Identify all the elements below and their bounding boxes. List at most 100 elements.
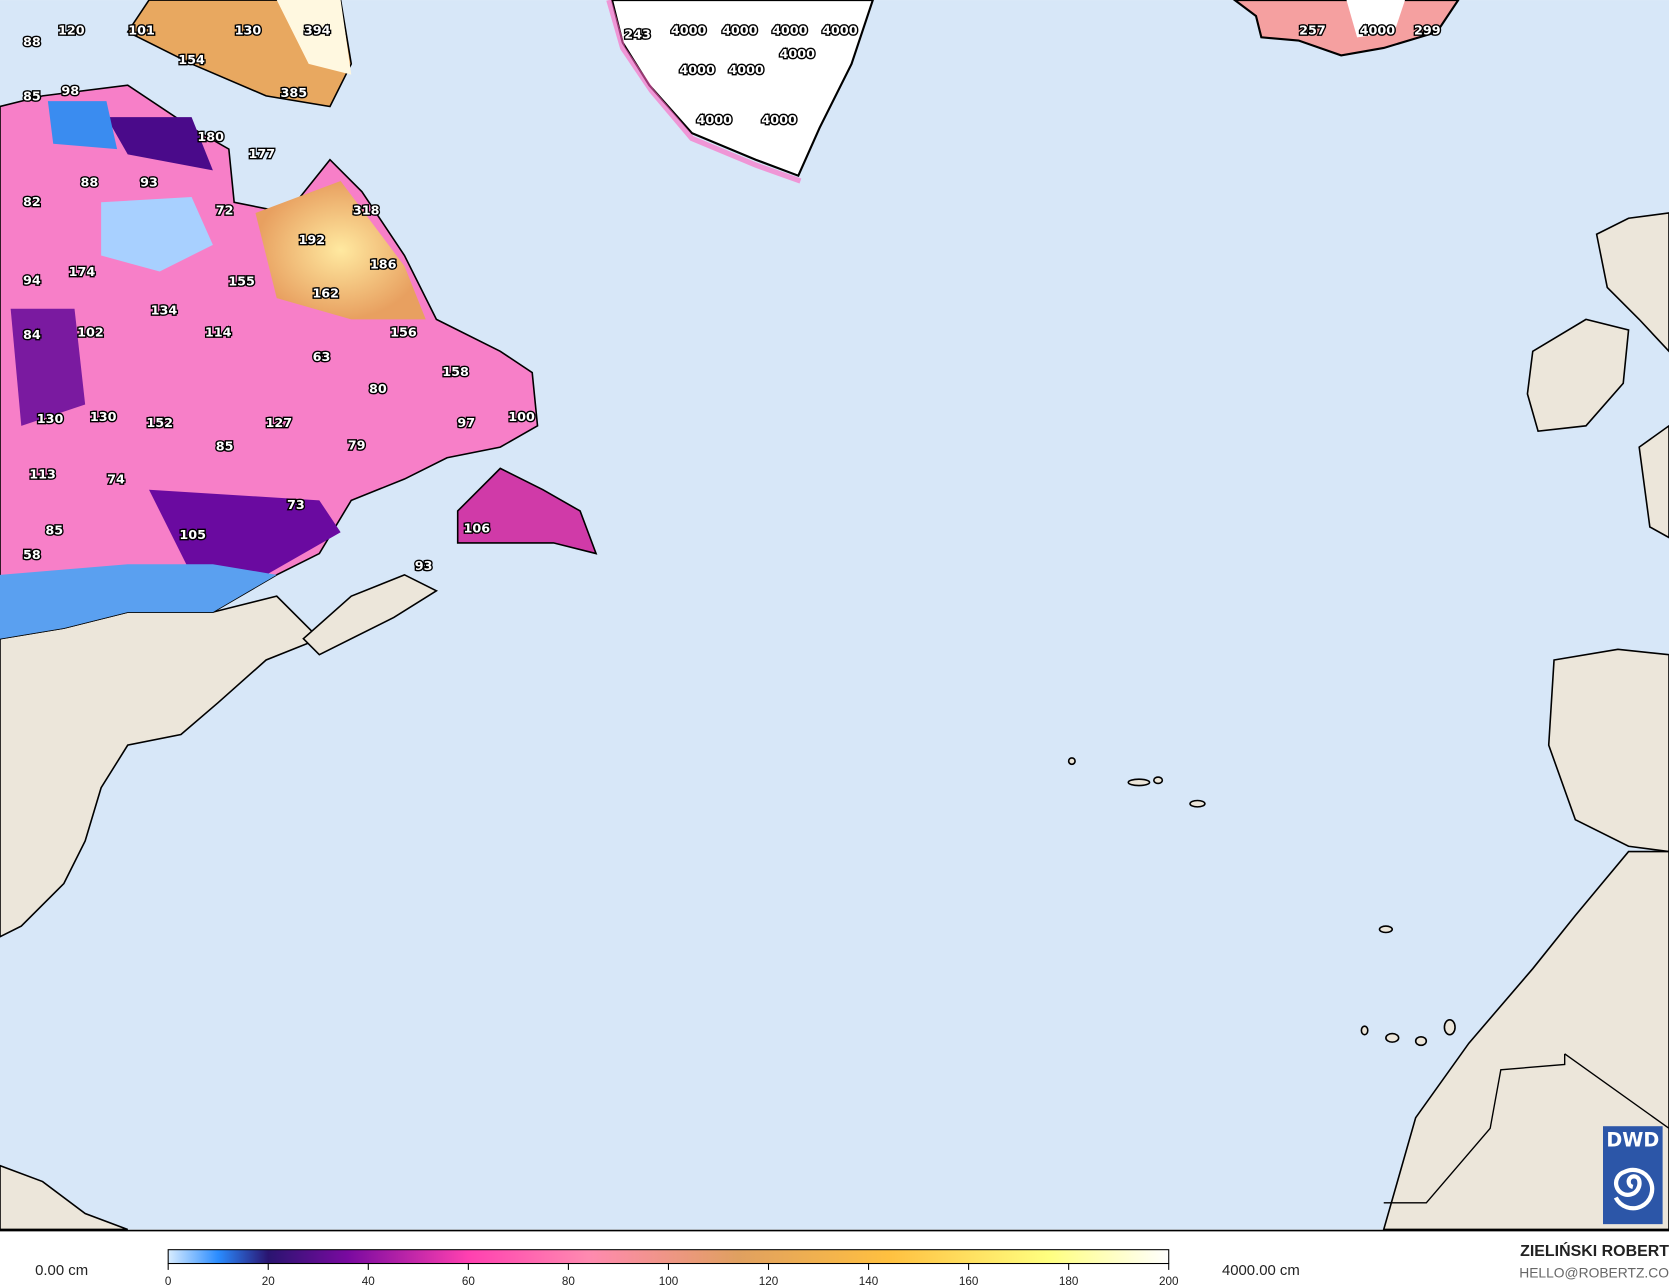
snow-depth-label: 85 bbox=[216, 440, 234, 455]
snow-depth-label: 88 bbox=[81, 176, 99, 191]
snow-depth-label: 4000 bbox=[671, 23, 707, 38]
snow-depth-label: 58 bbox=[23, 548, 41, 563]
border-africa bbox=[1383, 1053, 1669, 1204]
snow-depth-label: 174 bbox=[69, 265, 96, 280]
snow-depth-label: 94 bbox=[23, 274, 41, 289]
snow-depth-label: 100 bbox=[508, 410, 535, 425]
snow-depth-label: 85 bbox=[23, 89, 41, 104]
legend-tick-label: 80 bbox=[562, 1275, 576, 1287]
snow-depth-label: 93 bbox=[140, 176, 158, 191]
snow-depth-label: 106 bbox=[464, 522, 491, 537]
snow-depth-label: 4000 bbox=[779, 47, 815, 62]
snow-depth-label: 385 bbox=[280, 86, 307, 101]
legend-tick-label: 60 bbox=[462, 1275, 476, 1287]
snow-depth-label: 394 bbox=[304, 23, 331, 38]
snow-depth-label: 257 bbox=[1299, 23, 1326, 38]
snow-depth-label: 158 bbox=[442, 365, 469, 380]
snow-depth-label: 114 bbox=[205, 326, 232, 341]
credit-name: ZIELIŃSKI ROBERT bbox=[1520, 1241, 1669, 1260]
credit-email: HELLO@ROBERTZ.CO bbox=[1519, 1264, 1669, 1280]
snow-depth-label: 74 bbox=[107, 473, 125, 488]
legend-tick-label: 20 bbox=[262, 1275, 276, 1287]
snow-depth-label: 186 bbox=[370, 258, 397, 273]
snow-depth-label: 97 bbox=[457, 416, 475, 431]
legend-tick-label: 200 bbox=[1159, 1275, 1179, 1287]
snow-purple-south bbox=[149, 489, 341, 575]
snow-depth-label: 155 bbox=[228, 275, 255, 290]
legend-ticks: 0 20 40 60 80 100 120 140 160 180 200 bbox=[165, 1263, 1179, 1287]
snow-depth-label: 177 bbox=[249, 147, 276, 162]
snow-depth-label: 101 bbox=[128, 23, 155, 38]
snow-depth-label: 152 bbox=[146, 416, 173, 431]
snow-depth-label: 154 bbox=[178, 53, 205, 68]
snow-depth-label: 134 bbox=[151, 303, 178, 318]
legend-color-bar bbox=[167, 1249, 1170, 1265]
snow-iceland bbox=[1232, 0, 1460, 57]
snow-depth-label: 63 bbox=[313, 350, 331, 365]
snow-blue-north bbox=[47, 101, 118, 150]
snow-depth-label: 4000 bbox=[1360, 23, 1396, 38]
azores bbox=[1067, 757, 1206, 808]
legend-tick-label: 100 bbox=[659, 1275, 679, 1287]
snow-depth-label: 4000 bbox=[761, 113, 797, 128]
snow-depth-label: 4000 bbox=[772, 23, 808, 38]
snow-depth-label: 84 bbox=[23, 328, 41, 343]
snow-depth-label: 156 bbox=[390, 326, 417, 341]
snow-depth-label: 299 bbox=[1414, 23, 1441, 38]
snow-arctic-white bbox=[276, 0, 352, 75]
land-nova-scotia bbox=[302, 573, 439, 656]
snow-depth-label: 73 bbox=[287, 498, 305, 513]
legend: 0.00 cm 0 20 40 60 80 100 120 140 160 180 200 4000… bbox=[35, 1241, 1669, 1287]
snow-newfoundland bbox=[456, 467, 598, 555]
legend-tick-label: 0 bbox=[165, 1275, 172, 1287]
snow-depth-label: 102 bbox=[77, 326, 104, 341]
snow-depth-label: 130 bbox=[235, 23, 262, 38]
snow-depth-label: 130 bbox=[90, 410, 117, 425]
snow-depth-label: 4000 bbox=[696, 113, 732, 128]
legend-tick-label: 160 bbox=[959, 1275, 979, 1287]
dwd-logo-text: DWD bbox=[1606, 1128, 1659, 1151]
snow-depth-label: 79 bbox=[348, 439, 366, 454]
snow-depth-label: 80 bbox=[369, 382, 387, 397]
map-area: 120 101 130 394 88 154 385 85 98 180 177 88 93 82 72 31… bbox=[0, 0, 1669, 1231]
legend-max-label: 4000.00 cm bbox=[1222, 1263, 1300, 1279]
greenland-fringe bbox=[606, 0, 802, 184]
snow-depth-labels: 120 101 130 394 88 154 385 85 98 180 177 88 93 82 72 31… bbox=[22, 22, 1443, 575]
snow-depth-label: 82 bbox=[23, 195, 41, 210]
snow-depth-label: 4000 bbox=[679, 63, 715, 78]
snow-purple-west bbox=[10, 308, 86, 426]
legend-tick-label: 40 bbox=[362, 1275, 376, 1287]
snow-depth-label: 72 bbox=[216, 203, 234, 218]
iceland-white bbox=[1346, 0, 1406, 38]
snow-depth-label: 318 bbox=[353, 203, 380, 218]
snow-depth-label: 127 bbox=[266, 416, 293, 431]
snow-depth-label: 180 bbox=[197, 130, 224, 145]
land-british-isles bbox=[1526, 318, 1630, 433]
snow-purple-north bbox=[106, 117, 213, 171]
land-scotland-norway bbox=[1595, 212, 1669, 353]
snow-depth-label: 88 bbox=[23, 35, 41, 50]
snow-lake-blue bbox=[101, 196, 213, 272]
land-france bbox=[1638, 424, 1669, 539]
land-iberia bbox=[1547, 648, 1669, 853]
snow-blue-south bbox=[0, 564, 277, 639]
legend-tick-label: 120 bbox=[759, 1275, 779, 1287]
snow-depth-label: 4000 bbox=[728, 63, 764, 78]
snow-depth-label: 162 bbox=[312, 286, 339, 301]
snow-depth-label: 4000 bbox=[822, 23, 858, 38]
snow-depth-label: 98 bbox=[61, 84, 79, 99]
snow-depth-label: 120 bbox=[58, 23, 85, 38]
snow-depth-label: 113 bbox=[29, 467, 56, 482]
snow-depth-label: 243 bbox=[624, 28, 651, 43]
snow-depth-label: 93 bbox=[415, 559, 433, 574]
legend-min-label: 0.00 cm bbox=[35, 1263, 88, 1279]
snow-depth-label: 85 bbox=[45, 524, 63, 539]
land-caribbean bbox=[0, 1164, 129, 1231]
legend-tick-label: 180 bbox=[1059, 1275, 1079, 1287]
snow-depth-label: 130 bbox=[37, 412, 64, 427]
snow-depth-label: 192 bbox=[299, 233, 326, 248]
land-africa bbox=[1382, 850, 1669, 1231]
snow-depth-label: 105 bbox=[179, 528, 206, 543]
snow-depth-label: 4000 bbox=[722, 23, 758, 38]
